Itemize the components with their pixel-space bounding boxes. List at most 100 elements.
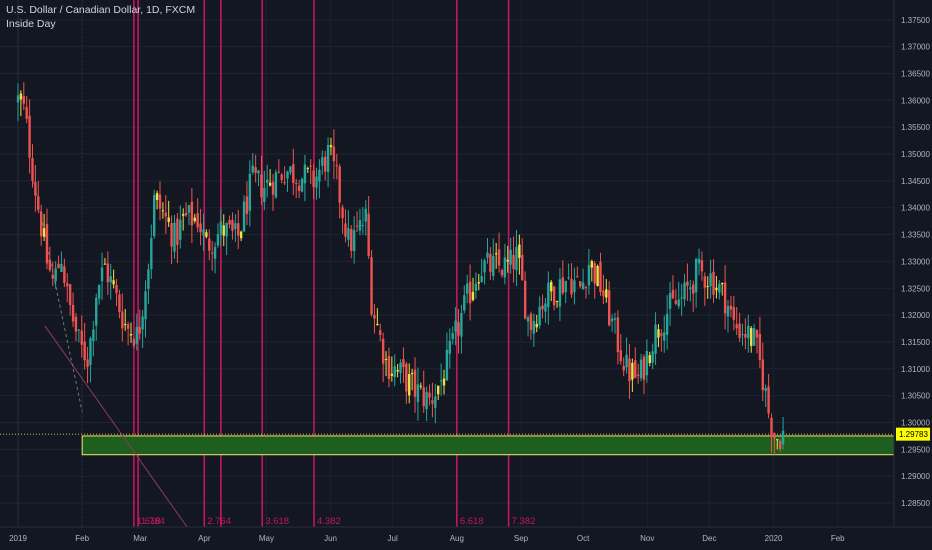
y-tick-label: 1.35500: [901, 123, 930, 132]
candle-body: [712, 271, 715, 295]
candle-body: [83, 341, 86, 361]
fib-zone-label: 4.382: [317, 516, 341, 527]
fib-zone-label: 3.618: [265, 516, 289, 527]
x-tick-label: Mar: [133, 534, 147, 543]
candle-body: [579, 281, 582, 287]
candle-body: [260, 174, 263, 198]
candle-body: [439, 380, 443, 382]
candle-body: [625, 354, 628, 368]
candle-body: [457, 322, 460, 336]
candle-body: [126, 324, 130, 329]
candle-body: [384, 359, 388, 361]
candle-body: [570, 278, 573, 295]
candle-body: [634, 360, 637, 378]
candle-body: [532, 320, 536, 334]
candle-body: [176, 218, 179, 246]
candle-body: [541, 305, 544, 310]
dashed-line: [32, 175, 83, 412]
candle-body: [289, 166, 292, 173]
candle-body: [544, 303, 547, 312]
candle-body: [280, 174, 283, 180]
candle-body: [95, 297, 98, 326]
candle-body: [509, 249, 512, 265]
candle-body: [31, 157, 34, 181]
candle-body: [529, 313, 533, 330]
candle-body: [364, 208, 367, 222]
candle-body: [245, 196, 249, 214]
candle-body: [187, 205, 191, 213]
candle-body: [57, 263, 60, 269]
candle-body: [721, 283, 724, 285]
candle-body: [651, 351, 654, 363]
candle-body: [396, 369, 399, 372]
x-tick-label: Nov: [640, 534, 654, 543]
candle-body: [283, 182, 286, 184]
candle-body: [445, 349, 449, 381]
x-tick-label: Jun: [324, 534, 337, 543]
y-tick-label: 1.36500: [901, 69, 930, 78]
candle-body: [390, 373, 394, 376]
candle-body: [573, 280, 576, 293]
candle-body: [234, 223, 237, 229]
candle-body: [471, 291, 475, 301]
candle-body: [361, 224, 365, 226]
candle-body: [228, 219, 231, 225]
candle-body: [144, 291, 147, 320]
candle-body: [323, 156, 327, 172]
candle-body: [25, 106, 28, 119]
candle-body: [497, 249, 501, 266]
x-tick-label: 2019: [9, 534, 27, 543]
candle-body: [434, 396, 437, 408]
candle-body: [442, 378, 446, 386]
candle-body: [225, 223, 228, 237]
candle-body: [28, 115, 31, 158]
candle-body: [263, 188, 266, 203]
candle-body: [309, 165, 312, 167]
candle-body: [518, 244, 521, 258]
candle-body: [454, 320, 457, 332]
y-tick-label: 1.35000: [901, 150, 930, 159]
candle-body: [51, 274, 54, 279]
symbol-title[interactable]: U.S. Dollar / Canadian Dollar, 1D, FXCM: [6, 4, 196, 16]
indicator-label[interactable]: Inside Day: [6, 18, 56, 30]
candle-body: [416, 384, 420, 402]
candle-body: [300, 178, 304, 192]
candle-body: [248, 173, 252, 211]
candle-body: [367, 213, 370, 256]
y-tick-label: 1.30000: [901, 419, 930, 428]
candle-body: [109, 276, 112, 283]
candle-body: [492, 255, 495, 276]
candle-body: [332, 146, 336, 162]
candle-body: [599, 261, 602, 293]
candle-body: [97, 284, 101, 299]
candle-body: [671, 289, 675, 299]
candle-body: [370, 257, 373, 315]
candle-body: [610, 318, 614, 322]
candle-body: [347, 228, 350, 240]
candle-body: [193, 217, 196, 222]
candle-body: [474, 283, 478, 291]
x-axis-panel: [0, 527, 932, 550]
candle-body: [428, 392, 431, 398]
candle-body: [132, 339, 136, 346]
candle-body: [718, 283, 721, 293]
candle-body: [419, 385, 423, 387]
candle-body: [755, 329, 759, 338]
candle-body: [547, 282, 550, 308]
candle-body: [451, 333, 454, 340]
y-axis-panel: [894, 0, 932, 550]
candle-body: [665, 313, 669, 335]
x-tick-label: Oct: [577, 534, 590, 543]
candle-body: [607, 290, 611, 326]
candle-body: [66, 283, 69, 287]
candle-body: [60, 264, 63, 273]
candle-body: [352, 230, 356, 252]
current-price-label-bg: [896, 427, 930, 441]
y-tick-label: 1.29500: [901, 445, 930, 454]
candle-body: [413, 369, 417, 397]
candle-body: [173, 222, 176, 252]
candle-body: [726, 306, 730, 317]
candle-body: [89, 338, 92, 365]
